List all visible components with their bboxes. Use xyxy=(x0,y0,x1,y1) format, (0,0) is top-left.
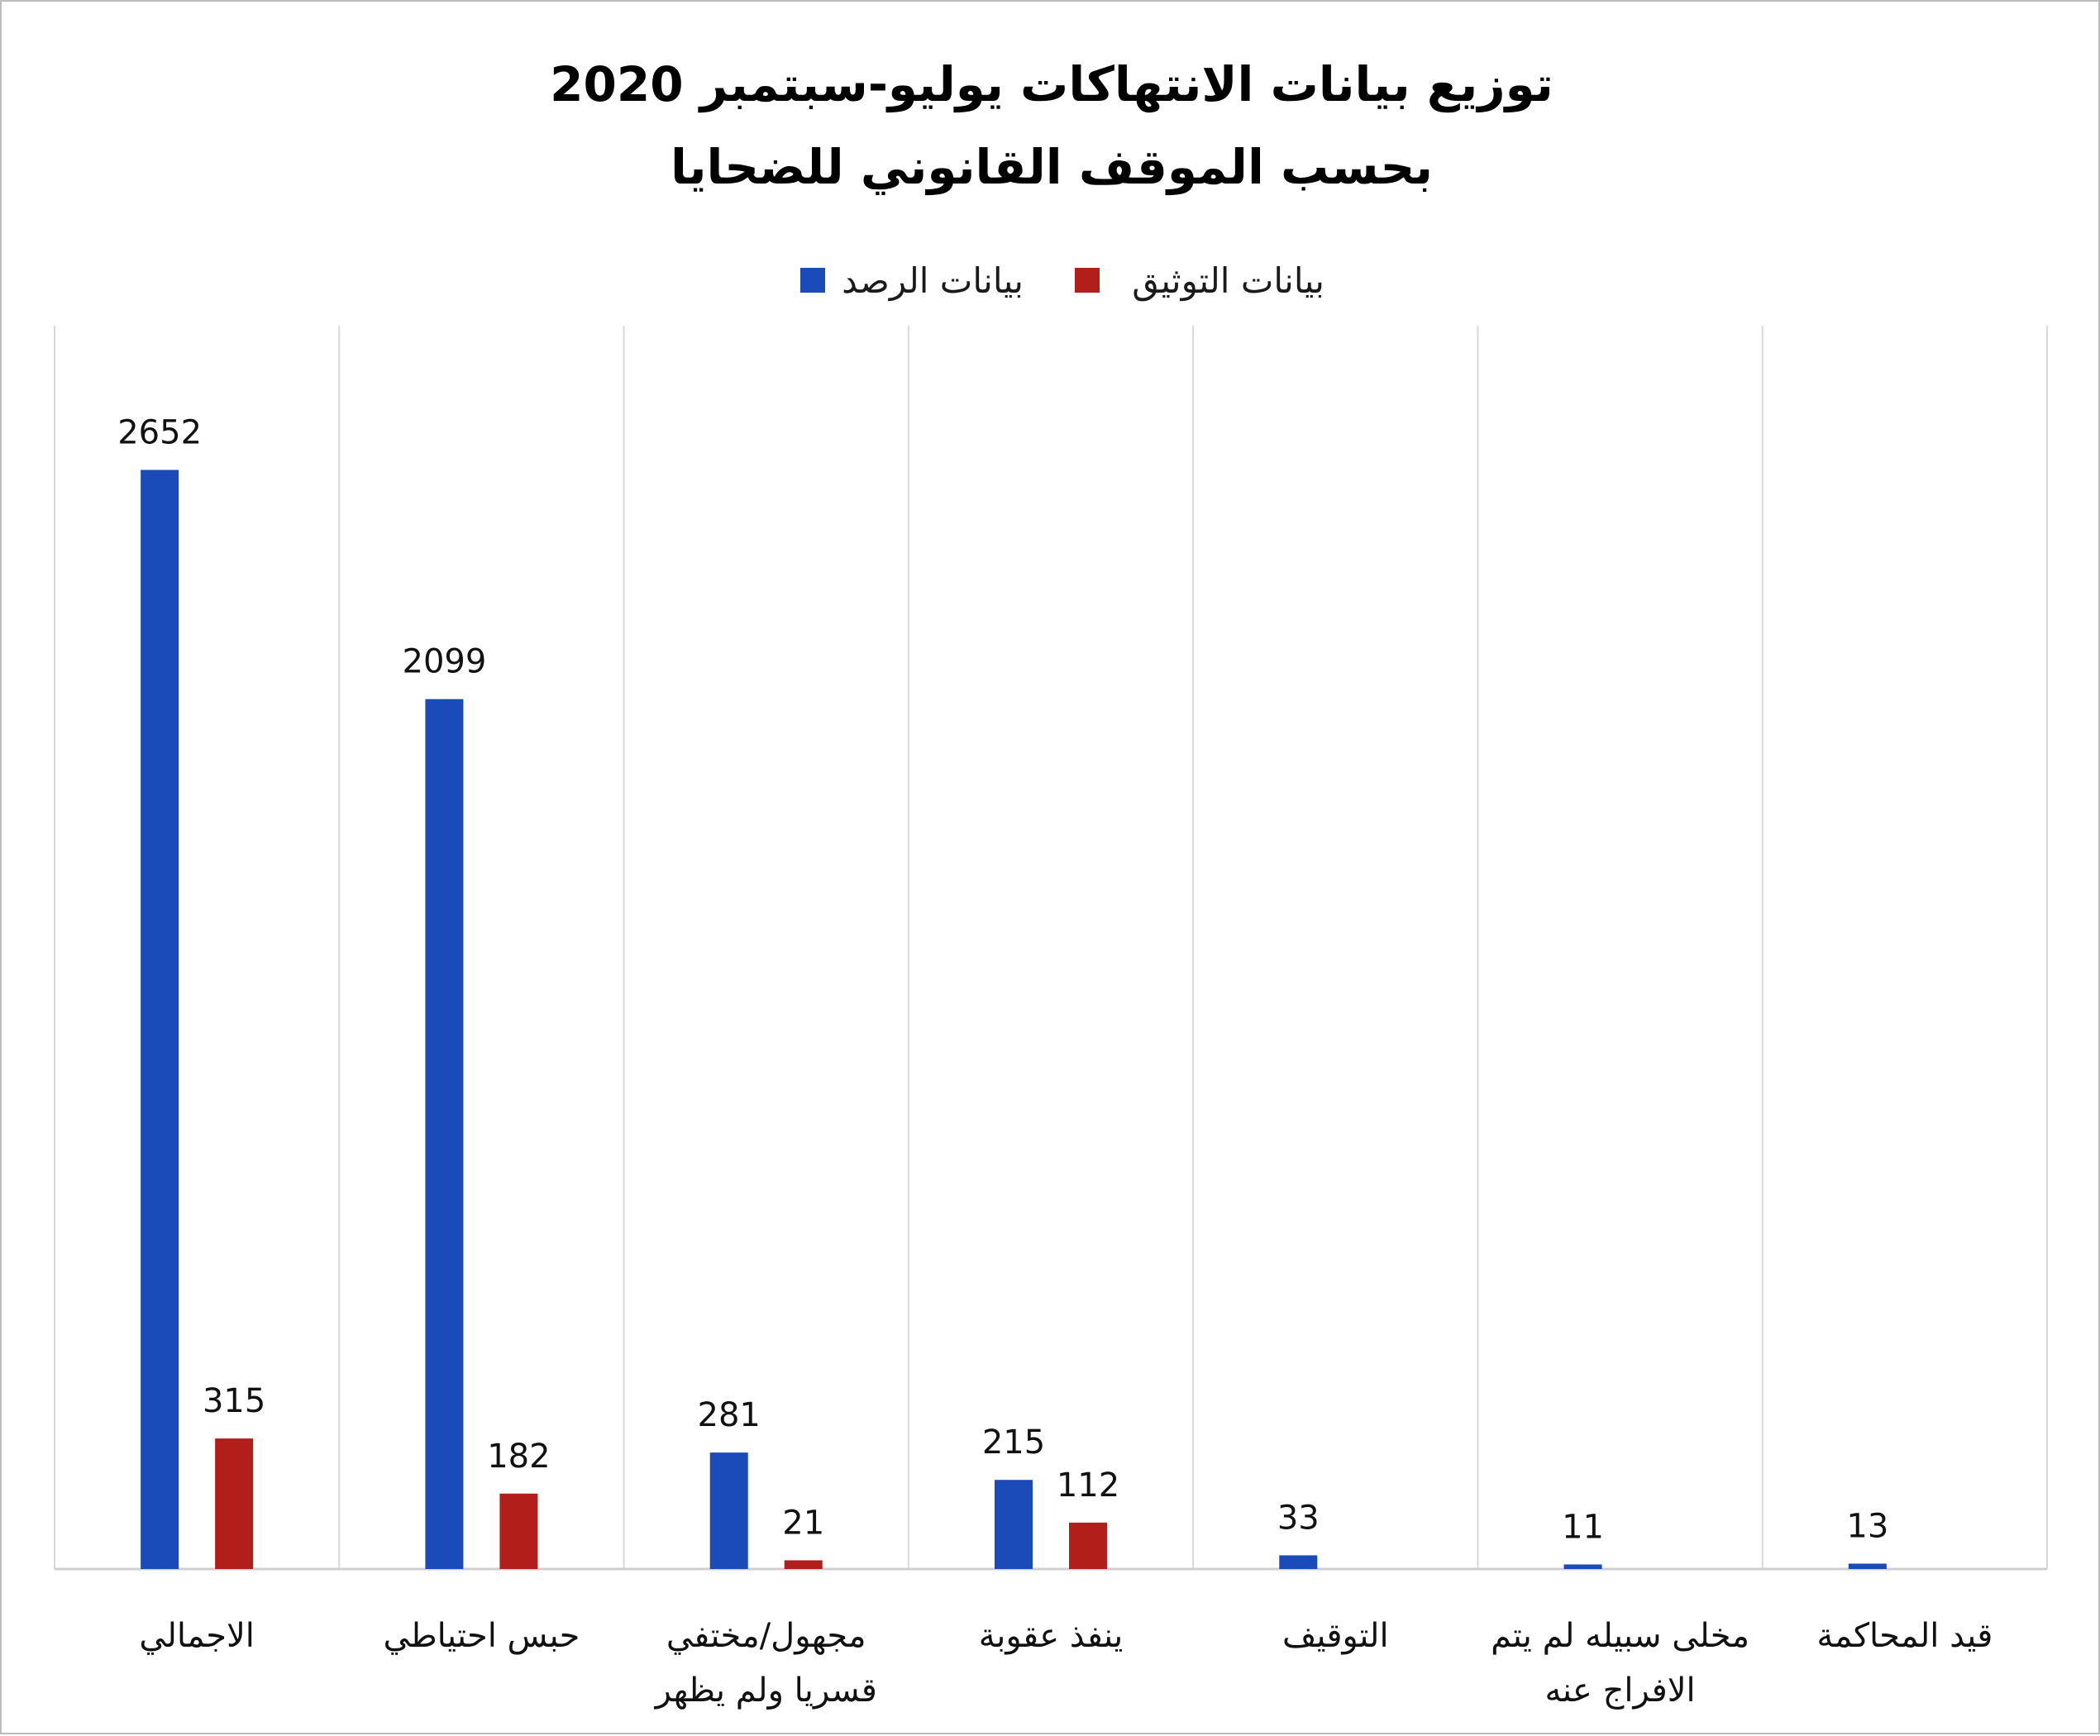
data-label: 13 xyxy=(1846,1507,1888,1545)
legend-label: بيانات الرصد xyxy=(842,260,1024,301)
category-label: مجهول/مختفي xyxy=(666,1617,866,1655)
bar xyxy=(995,1480,1033,1569)
data-label: 2099 xyxy=(403,643,487,681)
bar xyxy=(784,1560,823,1569)
data-label: 182 xyxy=(487,1438,550,1476)
chart-title-line: توزيع بيانات الانتهاكات يوليو-سبتمبر 202… xyxy=(550,56,1554,113)
category-label: مخلى سبيله لم يتم xyxy=(1491,1617,1749,1655)
bars xyxy=(141,470,1887,1569)
legend-label: بيانات التوثيق xyxy=(1132,260,1324,301)
bar xyxy=(425,699,464,1569)
category-label: التوقيف xyxy=(1282,1617,1389,1655)
category-labels: الاجمالي حبس احتياطي مجهول/مختفي قسريا ولم … xyxy=(139,1617,1993,1710)
legend-item: بيانات التوثيق xyxy=(1075,260,1324,301)
data-label: 33 xyxy=(1277,1499,1320,1537)
bar xyxy=(709,1452,748,1569)
bar xyxy=(141,470,179,1569)
bar xyxy=(1279,1555,1318,1569)
data-label: 215 xyxy=(982,1424,1045,1462)
data-label: 112 xyxy=(1057,1467,1119,1505)
legend-swatch xyxy=(800,268,825,293)
bar xyxy=(1848,1563,1887,1569)
chart-title-line: بحسب الموقف القانوني للضحايا xyxy=(671,139,1433,196)
bar xyxy=(499,1493,538,1569)
bar xyxy=(1069,1522,1107,1569)
legend-item: بيانات الرصد xyxy=(800,260,1024,301)
data-label: 11 xyxy=(1562,1508,1604,1546)
gridlines xyxy=(54,326,2048,1571)
chart-legend: بيانات التوثيق بيانات الرصد xyxy=(800,260,1324,301)
category-label: قيد المحاكمة xyxy=(1816,1617,1993,1655)
data-labels: 2652 315 2099 182 281 21 215 112 33 11 13 xyxy=(117,413,1888,1546)
bar xyxy=(1563,1564,1602,1569)
category-label: ينفذ عقوبة xyxy=(979,1617,1124,1655)
category-label: الاجمالي xyxy=(139,1617,255,1655)
bar xyxy=(215,1438,254,1569)
data-label: 2652 xyxy=(117,413,202,451)
data-label: 21 xyxy=(782,1504,824,1542)
data-label: 315 xyxy=(203,1382,265,1420)
category-label: قسريا ولم يظهر xyxy=(654,1672,877,1710)
category-label: حبس احتياطي xyxy=(383,1617,580,1655)
chart-title: توزيع بيانات الانتهاكات يوليو-سبتمبر 202… xyxy=(550,56,1554,196)
data-label: 281 xyxy=(698,1396,761,1434)
category-label: الافراج عنه xyxy=(1544,1672,1695,1710)
legend-swatch xyxy=(1075,268,1100,293)
